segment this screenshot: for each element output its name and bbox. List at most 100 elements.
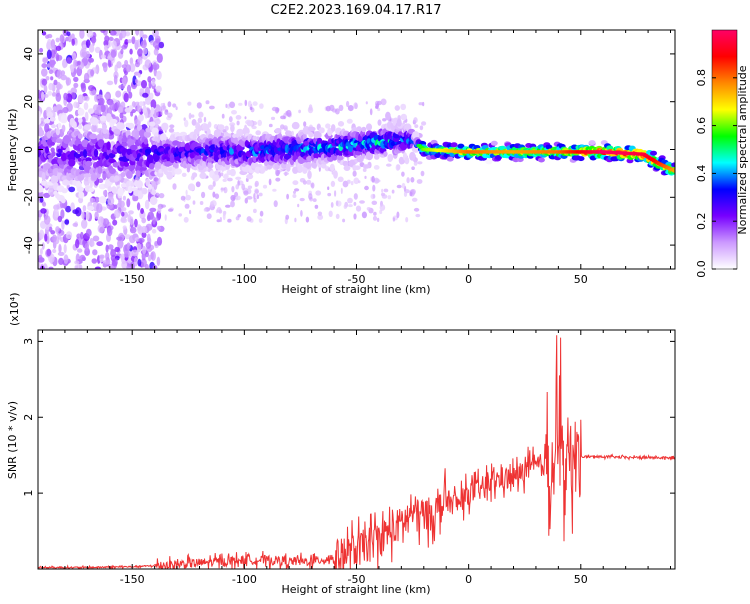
heatmap-cell xyxy=(299,178,306,183)
heatmap-cell xyxy=(231,110,237,115)
heatmap-cell xyxy=(214,170,219,175)
heatmap-cell xyxy=(386,163,392,167)
heatmap-cell xyxy=(155,180,159,186)
heatmap-cell xyxy=(671,162,675,168)
heatmap-cell xyxy=(259,103,264,109)
heatmap-cell xyxy=(64,219,70,225)
heatmap-cell xyxy=(161,105,167,111)
heatmap-cell xyxy=(366,207,371,211)
heatmap-cell xyxy=(184,119,189,128)
heatmap-cell xyxy=(285,214,290,220)
heatmap-cell xyxy=(227,177,233,182)
heatmap-cell xyxy=(46,49,52,60)
heatmap-cell xyxy=(185,189,188,196)
heatmap-cell xyxy=(54,208,59,218)
heatmap-cell xyxy=(192,200,196,205)
heatmap-cell xyxy=(105,251,110,261)
heatmap-cell xyxy=(150,99,157,110)
colorbar xyxy=(711,29,738,270)
snr-line-plot xyxy=(38,335,675,569)
heatmap-cell xyxy=(376,217,380,222)
heatmap-cell xyxy=(83,95,90,101)
heatmap-cell xyxy=(175,106,178,111)
heatmap-cell xyxy=(137,72,141,78)
heatmap-cell xyxy=(372,184,376,192)
heatmap-cell xyxy=(192,133,197,140)
snr-x-axis-label: Height of straight line (km) xyxy=(281,583,430,596)
heatmap-cell xyxy=(330,180,336,187)
heatmap-cell xyxy=(122,76,127,87)
heatmap-cell xyxy=(110,49,117,58)
heatmap-cell xyxy=(418,133,423,138)
heatmap-cell xyxy=(135,180,143,189)
heatmap-cell xyxy=(254,182,258,188)
heatmap-cell xyxy=(353,201,357,206)
heatmap-cell xyxy=(123,250,130,258)
heatmap-cell xyxy=(381,194,388,199)
heatmap-cell xyxy=(400,113,407,121)
colorbar-tick-label: 0.8 xyxy=(695,69,708,87)
heatmap-cell xyxy=(171,167,176,176)
heatmap-cell xyxy=(141,225,148,234)
heatmap-cell xyxy=(209,105,215,110)
heatmap-cell xyxy=(387,153,394,162)
heatmap-cell xyxy=(254,166,261,174)
heatmap-cell xyxy=(66,57,73,64)
heatmap-cell xyxy=(85,157,92,163)
heatmap-cell xyxy=(371,200,378,205)
heatmap-cell xyxy=(45,34,50,39)
heatmap-cell xyxy=(105,244,109,253)
heatmap-cell xyxy=(126,198,131,208)
heatmap-cell xyxy=(72,209,80,215)
heatmap-cell xyxy=(121,142,128,147)
heatmap-cell xyxy=(294,217,297,223)
heatmap-cell xyxy=(99,115,108,122)
heatmap-cell xyxy=(268,178,272,186)
heatmap-cell xyxy=(292,194,297,198)
heatmap-cell xyxy=(196,102,202,109)
heatmap-cell xyxy=(395,164,400,171)
heatmap-cell xyxy=(294,188,300,192)
heatmap-cell xyxy=(78,117,83,124)
heatmap-cell xyxy=(198,125,202,132)
heatmap-cell xyxy=(413,207,420,212)
heatmap-cell xyxy=(273,200,278,208)
heatmap-cell xyxy=(404,156,410,165)
heatmap-cell xyxy=(207,161,212,167)
heatmap-cell xyxy=(73,82,79,88)
heatmap-cell xyxy=(358,180,361,184)
heatmap-cell xyxy=(158,41,165,49)
heatmap-cell xyxy=(107,196,115,206)
heatmap-cell xyxy=(104,44,109,52)
heatmap-cell xyxy=(111,258,118,267)
heatmap-cell xyxy=(81,139,89,148)
heatmap-cell xyxy=(46,38,52,49)
heatmap-cell xyxy=(106,141,111,151)
heatmap-cell xyxy=(48,226,53,232)
heatmap-cell xyxy=(91,240,95,247)
heatmap-cell xyxy=(149,207,157,212)
heatmap-cell xyxy=(38,116,42,125)
heatmap-cell xyxy=(72,121,77,129)
heatmap-cell xyxy=(330,202,334,208)
heatmap-cell xyxy=(213,129,221,138)
heatmap-cell xyxy=(120,172,126,178)
heatmap-cell xyxy=(183,117,186,121)
snr-y-multiplier: (x10⁴) xyxy=(8,293,21,327)
heatmap-cell xyxy=(260,168,266,173)
x-tick-label: -100 xyxy=(232,273,257,286)
heatmap-cell xyxy=(141,232,147,238)
heatmap-cell xyxy=(58,257,64,265)
heatmap-cell xyxy=(88,57,94,63)
heatmap-cell xyxy=(305,216,310,223)
heatmap-cell xyxy=(82,205,87,212)
heatmap-cell xyxy=(275,177,281,182)
heatmap-cell xyxy=(90,198,96,203)
heatmap-cell xyxy=(99,226,104,234)
heatmap-cell xyxy=(220,187,226,191)
colorbar-tick-label: 0.2 xyxy=(695,212,708,230)
heatmap-cell xyxy=(383,151,388,157)
heatmap-cell xyxy=(100,104,106,113)
heatmap-cell xyxy=(107,227,113,237)
heatmap-cell xyxy=(292,180,299,186)
